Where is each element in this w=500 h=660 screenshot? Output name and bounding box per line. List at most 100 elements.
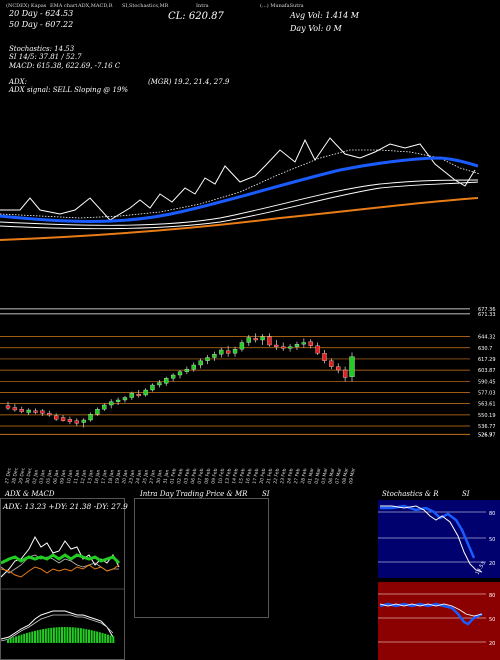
date-tick-label: 06 Mar — [327, 467, 336, 484]
candle-body — [315, 345, 320, 354]
candle — [88, 412, 93, 422]
stochastics-label: Stochastics: 14.53 — [9, 45, 75, 53]
macd-histogram-bar — [44, 628, 47, 643]
date-tick-label: 06 Feb — [190, 468, 199, 484]
candle-body — [308, 341, 313, 346]
candle — [33, 408, 38, 415]
price-axis-label: 550.19 — [478, 413, 496, 419]
candle — [184, 366, 190, 375]
title-strip-item: (...) MunafaSutra — [260, 3, 304, 9]
price-axis-label: 577.03 — [478, 390, 496, 396]
candle-body — [287, 346, 293, 349]
candle-body — [198, 360, 203, 366]
adx-label: ADX: — [9, 78, 28, 86]
date-tick-label: 19 Jan — [114, 469, 122, 484]
si-label: SI 14/5: 37.81 / 52.7 — [9, 53, 82, 61]
candle-body — [226, 350, 231, 354]
date-tick-label: 24 Feb — [286, 468, 295, 484]
candle-body — [177, 371, 183, 376]
macd-histogram-bar — [17, 635, 20, 643]
date-tick-label: 22 Feb — [272, 468, 281, 484]
date-tick-label: 13 Feb — [224, 468, 233, 484]
macd-histogram-bar — [66, 627, 69, 643]
title-strip-item: Intra — [196, 3, 209, 9]
candle-body — [329, 360, 334, 367]
macd-histogram-bar — [109, 635, 112, 643]
candle-body — [115, 399, 121, 402]
macd-label: MACD: 615.38, 622.69, -7.16 C — [9, 62, 121, 70]
candle — [294, 341, 300, 350]
candle-body — [246, 337, 251, 343]
macd-histogram-bar — [112, 636, 115, 643]
rsi-background — [378, 582, 500, 660]
price-axis-label: 671.33 — [478, 312, 496, 318]
date-tick-label: 09 Feb — [210, 468, 219, 484]
macd-histogram-bar — [7, 639, 9, 643]
avg-volume: Avg Vol: 1.414 M — [290, 11, 359, 20]
macd-histogram-bar — [58, 627, 61, 643]
macd-histogram-bar — [47, 628, 50, 643]
date-tick-label: 25 Jan — [142, 469, 150, 484]
date-tick-label: 23 Feb — [279, 468, 288, 484]
price-axis-label: 526.77 — [478, 432, 496, 438]
candle — [74, 418, 79, 426]
date-tick-label: 20 Jan — [121, 469, 129, 484]
price-axis-label: 563.61 — [478, 402, 496, 408]
macd-histogram-bar — [69, 627, 72, 643]
adx-macd-chart — [1, 535, 124, 643]
stoch-panel-si: SI — [462, 490, 470, 498]
candles — [5, 333, 355, 428]
date-tick-label: 09 Jan — [59, 469, 67, 484]
macd-histogram-bar — [34, 630, 36, 643]
date-tick-label: 28 Dec — [11, 467, 20, 484]
date-tick-label: 30 Jan — [155, 469, 163, 484]
date-tick-label: 27 Feb — [293, 468, 302, 484]
date-tick-label: 01 Mar — [307, 467, 316, 484]
candle-body — [267, 336, 272, 346]
macd-histogram-bar — [101, 633, 104, 643]
macd-white-line — [1, 610, 114, 640]
candle — [301, 338, 306, 348]
macd-histogram-bar — [36, 630, 39, 643]
candle-body — [164, 378, 169, 384]
date-tick-label: 15 Feb — [238, 468, 247, 484]
ema20-label: 20 Day - 624.53 — [9, 9, 74, 18]
title-strip-item: SI,Stochastics,MR — [122, 3, 169, 9]
date-tick-label: 14 Feb — [231, 468, 240, 484]
candle — [143, 388, 148, 397]
minus-di-line — [1, 564, 120, 578]
close-price: CL: 620.87 — [168, 11, 224, 22]
candle-body — [184, 369, 190, 372]
date-axis: 27 Dec 28 Dec 29 Dec 30 Dec 02 Jan 03 Jan 05 J… — [4, 467, 357, 484]
candle-body — [81, 419, 86, 423]
candle-body — [212, 354, 217, 358]
candle-body — [12, 407, 18, 411]
macd-gray-line — [1, 614, 114, 642]
candle — [95, 407, 100, 416]
macd-histogram-bar — [82, 628, 85, 643]
date-tick-label: 27 Dec — [4, 467, 13, 484]
candle-body — [322, 353, 327, 361]
candle — [136, 390, 141, 398]
macd-histogram-bar — [25, 633, 28, 643]
price-axis-label: 630.7 — [478, 346, 492, 352]
candle — [274, 340, 279, 350]
candle-body — [260, 336, 265, 341]
date-tick-label: 07 Mar — [334, 467, 343, 484]
candle-body — [294, 344, 300, 347]
date-tick-label: 08 Mar — [341, 467, 350, 484]
candle-body — [191, 364, 196, 370]
price-axis-label: 590.45 — [478, 379, 496, 385]
date-tick-label: 17 Feb — [252, 468, 261, 484]
macd-histogram-bar — [77, 627, 80, 643]
macd-histogram-bar — [28, 632, 31, 643]
candle — [287, 344, 293, 352]
date-tick-label: 02 Feb — [176, 468, 185, 484]
price-axis-label: 677.36 — [478, 307, 496, 313]
date-tick-label: 17 Jan — [100, 469, 108, 484]
date-tick-label: 03 Jan — [38, 469, 46, 484]
candle-body — [47, 413, 52, 416]
date-tick-label: 07 Feb — [197, 468, 206, 484]
date-tick-label: 24 Jan — [135, 469, 143, 484]
